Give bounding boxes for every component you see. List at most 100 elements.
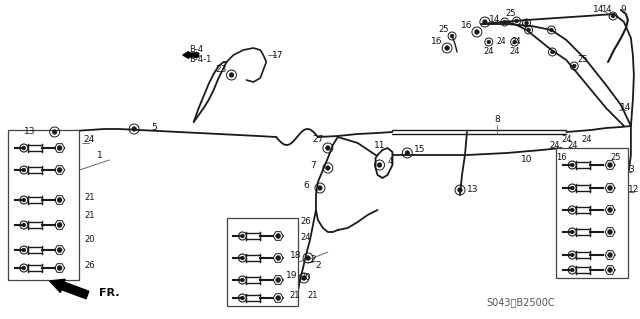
Circle shape xyxy=(302,276,307,280)
Text: 24: 24 xyxy=(549,140,559,150)
Circle shape xyxy=(550,50,554,54)
Circle shape xyxy=(22,198,26,202)
Circle shape xyxy=(241,234,244,238)
Text: 21: 21 xyxy=(84,211,95,219)
Circle shape xyxy=(276,234,281,239)
Text: 16: 16 xyxy=(431,38,443,47)
Text: B-4-1: B-4-1 xyxy=(189,56,211,64)
Circle shape xyxy=(607,207,612,212)
Text: 24: 24 xyxy=(567,140,577,150)
Text: 18: 18 xyxy=(291,250,302,259)
Circle shape xyxy=(405,151,410,155)
Circle shape xyxy=(229,73,234,77)
Circle shape xyxy=(550,28,553,32)
Text: 2: 2 xyxy=(310,256,316,264)
Circle shape xyxy=(570,268,574,272)
Circle shape xyxy=(570,163,574,167)
Text: 16: 16 xyxy=(461,21,473,31)
Bar xyxy=(556,148,628,278)
Circle shape xyxy=(132,127,136,131)
Circle shape xyxy=(52,130,57,134)
Text: 25: 25 xyxy=(506,10,516,19)
Circle shape xyxy=(22,266,26,270)
FancyArrow shape xyxy=(183,51,198,58)
Circle shape xyxy=(57,248,62,253)
Text: 24: 24 xyxy=(581,136,591,145)
Circle shape xyxy=(306,256,310,260)
Text: 21: 21 xyxy=(290,291,300,300)
Text: 16: 16 xyxy=(556,153,566,162)
Text: 21: 21 xyxy=(84,194,95,203)
Circle shape xyxy=(607,229,612,234)
Text: 24: 24 xyxy=(561,136,572,145)
Circle shape xyxy=(326,166,330,170)
Text: 23: 23 xyxy=(215,65,227,75)
FancyArrow shape xyxy=(50,279,89,299)
Circle shape xyxy=(276,295,281,300)
Text: 10: 10 xyxy=(521,155,532,165)
Circle shape xyxy=(570,230,574,234)
Text: S043－B2500C: S043－B2500C xyxy=(487,297,556,307)
Circle shape xyxy=(527,28,531,32)
Circle shape xyxy=(611,14,615,18)
Text: 24: 24 xyxy=(497,38,506,47)
Circle shape xyxy=(276,278,281,283)
Circle shape xyxy=(570,208,574,212)
Bar xyxy=(8,130,79,280)
Circle shape xyxy=(57,265,62,271)
Circle shape xyxy=(475,30,479,34)
Text: 3: 3 xyxy=(628,166,634,174)
Circle shape xyxy=(22,168,26,172)
Circle shape xyxy=(572,64,576,68)
Circle shape xyxy=(458,188,462,192)
Circle shape xyxy=(451,34,454,38)
Text: 5: 5 xyxy=(151,122,157,131)
Text: 26: 26 xyxy=(301,218,311,226)
Circle shape xyxy=(22,146,26,150)
Circle shape xyxy=(487,40,491,44)
Circle shape xyxy=(570,186,574,190)
Circle shape xyxy=(22,248,26,252)
Circle shape xyxy=(241,278,244,282)
Text: 8: 8 xyxy=(494,115,500,124)
Text: 24: 24 xyxy=(301,234,311,242)
Text: 24: 24 xyxy=(509,48,520,56)
Text: 25: 25 xyxy=(577,56,588,64)
Text: 25: 25 xyxy=(439,26,449,34)
Text: 4: 4 xyxy=(388,158,393,167)
Circle shape xyxy=(57,222,62,227)
Text: 13: 13 xyxy=(24,128,36,137)
Text: 11: 11 xyxy=(374,140,385,150)
Circle shape xyxy=(276,256,281,261)
Circle shape xyxy=(607,253,612,257)
Text: 19: 19 xyxy=(286,271,298,279)
Text: 14: 14 xyxy=(489,16,500,25)
Circle shape xyxy=(22,223,26,227)
Text: 6: 6 xyxy=(303,181,309,189)
Circle shape xyxy=(483,20,487,24)
Circle shape xyxy=(515,19,518,23)
Text: 2: 2 xyxy=(315,261,321,270)
Text: 21: 21 xyxy=(308,291,318,300)
Text: 25: 25 xyxy=(611,153,621,162)
Text: 13: 13 xyxy=(467,186,479,195)
Text: 20: 20 xyxy=(84,235,95,244)
Text: 1: 1 xyxy=(97,151,102,160)
Text: 20: 20 xyxy=(301,273,311,283)
Circle shape xyxy=(241,296,244,300)
Text: 14: 14 xyxy=(593,5,604,14)
Circle shape xyxy=(513,40,516,44)
Circle shape xyxy=(503,20,506,24)
Circle shape xyxy=(57,167,62,173)
Text: 24: 24 xyxy=(484,48,494,56)
Circle shape xyxy=(607,162,612,167)
Text: 14: 14 xyxy=(601,5,611,14)
Text: 7: 7 xyxy=(310,160,316,169)
Text: 14: 14 xyxy=(620,103,632,113)
Text: 24: 24 xyxy=(512,38,522,47)
Text: 26: 26 xyxy=(84,261,95,270)
Circle shape xyxy=(57,197,62,203)
Circle shape xyxy=(378,163,382,167)
Circle shape xyxy=(57,145,62,151)
Circle shape xyxy=(317,186,322,190)
